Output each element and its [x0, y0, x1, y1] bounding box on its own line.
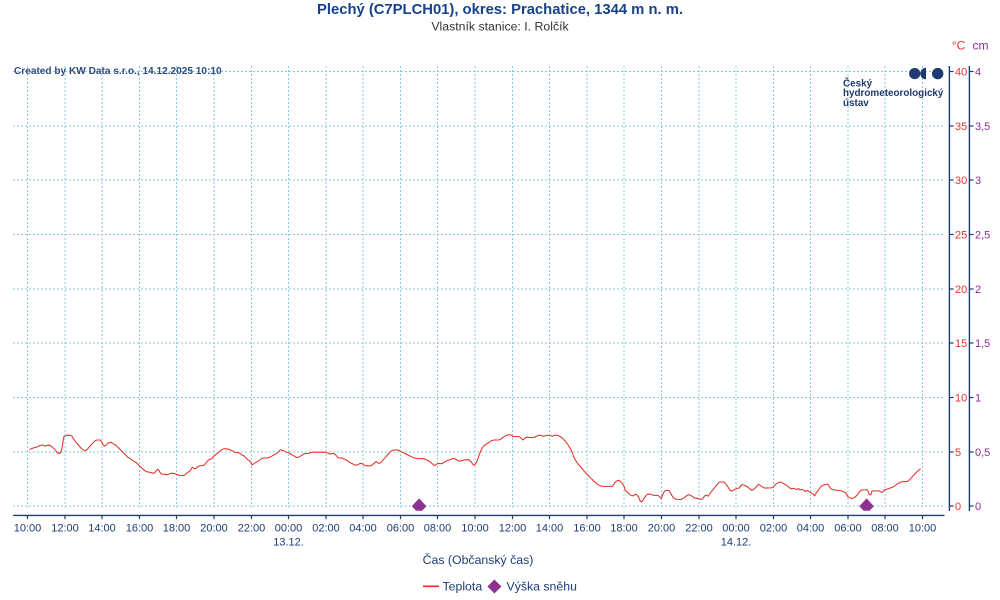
svg-text:22:00: 22:00	[685, 523, 713, 535]
svg-text:Vlastník stanice: I. Rolčík: Vlastník stanice: I. Rolčík	[431, 20, 569, 34]
svg-text:10:00: 10:00	[461, 523, 489, 535]
svg-text:30: 30	[955, 175, 967, 187]
svg-text:3,5: 3,5	[975, 121, 990, 133]
svg-text:04:00: 04:00	[797, 523, 825, 535]
svg-text:2: 2	[975, 284, 981, 296]
svg-text:ústav: ústav	[843, 98, 869, 109]
svg-text:13.12.: 13.12.	[273, 537, 304, 549]
svg-text:08:00: 08:00	[424, 523, 452, 535]
svg-text:20:00: 20:00	[200, 523, 228, 535]
svg-text:22:00: 22:00	[238, 523, 266, 535]
svg-text:Created by KW Data s.r.o., 14.: Created by KW Data s.r.o., 14.12.2025 10…	[14, 66, 222, 77]
svg-text:10: 10	[955, 393, 967, 405]
svg-text:40: 40	[955, 67, 967, 79]
svg-text:Teplota: Teplota	[443, 580, 483, 594]
svg-text:04:00: 04:00	[349, 523, 377, 535]
svg-text:cm: cm	[973, 39, 989, 53]
svg-text:5: 5	[955, 447, 961, 459]
svg-text:10:00: 10:00	[909, 523, 937, 535]
svg-text:14.12.: 14.12.	[721, 537, 752, 549]
svg-text:06:00: 06:00	[387, 523, 415, 535]
svg-text:3: 3	[975, 175, 981, 187]
svg-text:°C: °C	[952, 39, 966, 53]
svg-text:10:00: 10:00	[14, 523, 42, 535]
svg-text:02:00: 02:00	[760, 523, 788, 535]
svg-text:16:00: 16:00	[573, 523, 601, 535]
svg-text:16:00: 16:00	[126, 523, 154, 535]
svg-text:08:00: 08:00	[871, 523, 899, 535]
svg-text:00:00: 00:00	[722, 523, 750, 535]
svg-text:06:00: 06:00	[834, 523, 862, 535]
svg-text:2,5: 2,5	[975, 230, 990, 242]
svg-text:0: 0	[955, 501, 961, 513]
svg-text:Plechý (C7PLCH01), okres: Prac: Plechý (C7PLCH01), okres: Prachatice, 13…	[317, 2, 683, 18]
svg-text:25: 25	[955, 230, 967, 242]
svg-text:1: 1	[975, 393, 981, 405]
svg-text:14:00: 14:00	[536, 523, 564, 535]
svg-text:14:00: 14:00	[88, 523, 116, 535]
svg-text:Český: Český	[843, 78, 873, 90]
svg-text:0,5: 0,5	[975, 447, 990, 459]
svg-text:Výška sněhu: Výška sněhu	[507, 580, 578, 594]
svg-text:Čas (Občanský čas): Čas (Občanský čas)	[423, 552, 534, 567]
svg-text:20: 20	[955, 284, 967, 296]
svg-text:35: 35	[955, 121, 967, 133]
svg-text:0: 0	[975, 501, 981, 513]
svg-text:15: 15	[955, 338, 967, 350]
svg-text:00:00: 00:00	[275, 523, 303, 535]
svg-text:18:00: 18:00	[610, 523, 638, 535]
svg-text:hydrometeorologický: hydrometeorologický	[843, 88, 944, 99]
svg-text:12:00: 12:00	[499, 523, 527, 535]
svg-text:12:00: 12:00	[51, 523, 79, 535]
svg-text:18:00: 18:00	[163, 523, 191, 535]
svg-text:02:00: 02:00	[312, 523, 340, 535]
svg-text:4: 4	[975, 67, 981, 79]
svg-text:1,5: 1,5	[975, 338, 990, 350]
svg-text:20:00: 20:00	[648, 523, 676, 535]
